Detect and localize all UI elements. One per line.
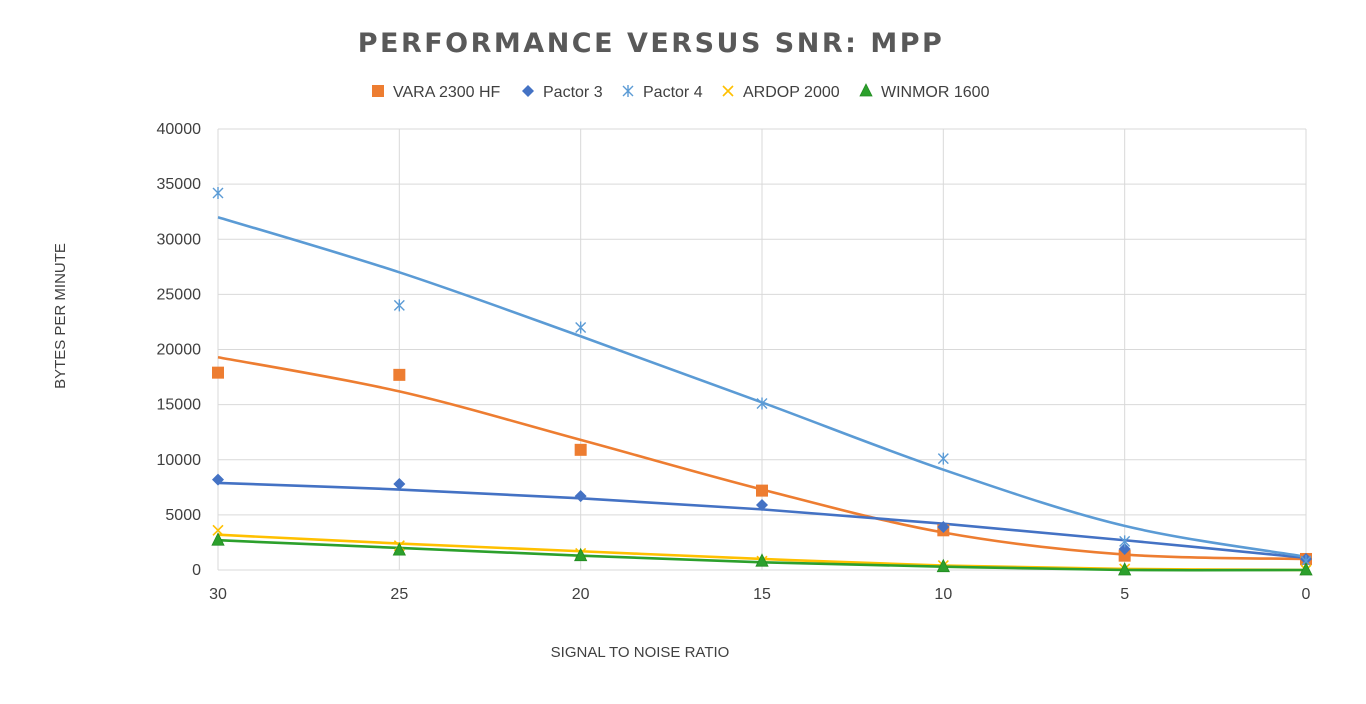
y-tick-label: 30000: [157, 231, 202, 248]
point-ardop-2000: [212, 524, 224, 536]
point-winmor-1600: [1118, 562, 1132, 576]
y-axis-ticks: 0 5000 10000 15000 20000 25000 30000 35000 40000: [157, 121, 202, 579]
x-tick-label: 10: [934, 586, 952, 603]
x-tick-label: 0: [1302, 586, 1311, 603]
legend-label-ardop-2000: ARDOP 2000: [743, 84, 840, 101]
x-tick-label: 30: [209, 586, 227, 603]
point-vara-2300-hf: [393, 368, 406, 381]
point-pactor-4: [937, 452, 949, 465]
y-tick-label: 5000: [165, 507, 201, 524]
point-pactor-4: [212, 186, 224, 199]
legend-label-pactor-4: Pactor 4: [643, 84, 703, 101]
point-winmor-1600: [392, 542, 406, 556]
data-points: [211, 186, 1313, 576]
y-axis-title: BYTES PER MINUTE: [52, 243, 69, 389]
point-pactor-4: [756, 397, 768, 410]
point-pactor-4: [575, 321, 587, 334]
point-winmor-1600: [936, 558, 950, 573]
legend-marker-ardop-2000: [722, 85, 734, 97]
legend-marker-pactor-4: [622, 85, 634, 97]
x-tick-label: 15: [753, 586, 771, 603]
x-axis-ticks: 30 25 20 15 10 5 0: [209, 586, 1310, 603]
legend-marker-pactor-3: [522, 85, 534, 97]
point-winmor-1600: [755, 553, 769, 567]
point-pactor-4: [393, 299, 405, 312]
legend-marker-vara-2300-hf: [372, 85, 384, 97]
y-tick-label: 40000: [157, 121, 202, 138]
point-vara-2300-hf: [212, 366, 224, 379]
point-pactor-3: [212, 473, 224, 486]
y-tick-label: 10000: [157, 452, 202, 469]
point-vara-2300-hf: [1118, 549, 1131, 562]
point-pactor-3: [756, 498, 768, 511]
y-tick-label: 0: [192, 562, 201, 579]
point-vara-2300-hf: [574, 443, 587, 456]
point-pactor-3: [574, 490, 587, 503]
point-vara-2300-hf: [756, 484, 768, 497]
y-tick-label: 25000: [157, 286, 202, 303]
point-pactor-4: [1119, 535, 1131, 548]
y-tick-label: 35000: [157, 176, 202, 193]
x-tick-label: 20: [572, 586, 590, 603]
point-winmor-1600: [211, 532, 225, 546]
point-winmor-1600: [1299, 562, 1313, 576]
point-pactor-3: [393, 478, 406, 491]
x-axis-title: SIGNAL TO NOISE RATIO: [551, 644, 730, 661]
x-tick-label: 25: [390, 586, 408, 603]
gridlines: [217, 128, 1307, 571]
point-winmor-1600: [574, 547, 588, 562]
point-pactor-3: [1118, 543, 1131, 556]
y-tick-label: 15000: [157, 397, 202, 414]
x-tick-label: 5: [1120, 586, 1129, 603]
legend: VARA 2300 HF Pactor 3 Pactor 4 ARDOP 2000 WI…: [372, 83, 990, 101]
legend-label-vara-2300-hf: VARA 2300 HF: [393, 84, 501, 101]
legend-label-winmor-1600: WINMOR 1600: [881, 84, 990, 101]
legend-marker-winmor-1600: [859, 83, 873, 97]
y-tick-label: 20000: [157, 342, 202, 359]
point-pactor-3: [937, 521, 950, 534]
legend-label-pactor-3: Pactor 3: [543, 84, 603, 101]
chart-title: PERFORMANCE VERSUS SNR: MPP: [358, 28, 945, 59]
